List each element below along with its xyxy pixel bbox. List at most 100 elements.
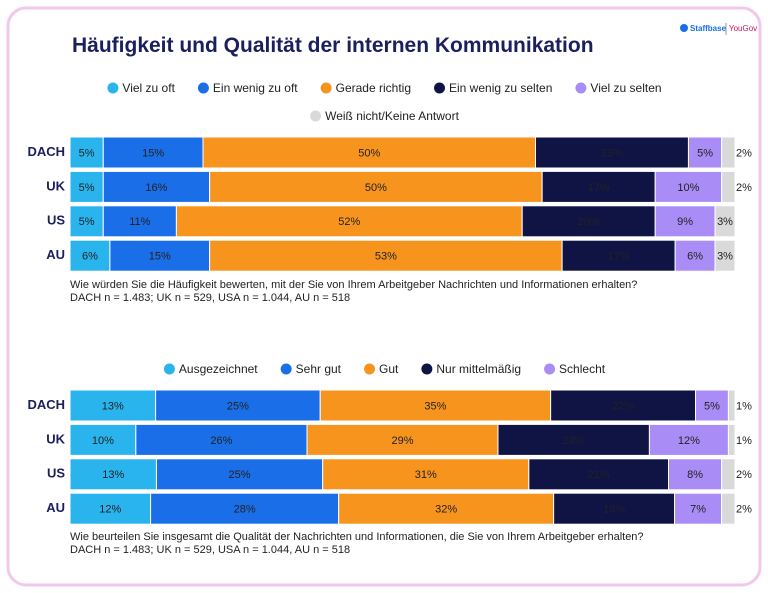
bar-segment [721, 458, 736, 491]
legend-label: Sehr gut [296, 362, 342, 376]
value-label: 10% [92, 435, 114, 447]
page-title: Häufigkeit und Qualität der internen Kom… [72, 34, 594, 57]
legend-marker [163, 363, 175, 375]
bar-segment [561, 239, 676, 272]
bar-segment [550, 389, 696, 422]
value-label: 23% [601, 147, 623, 159]
value-label: 15% [149, 251, 171, 263]
value-label: 50% [365, 182, 387, 194]
value-label: 25% [227, 400, 249, 412]
bar-segment [69, 389, 157, 422]
value-label: 8% [687, 469, 703, 481]
value-label: 12% [678, 435, 700, 447]
bar-segment [668, 458, 723, 491]
value-label: 26% [210, 435, 232, 447]
legend-label: Ausgezeichnet [179, 362, 258, 376]
bar-segment [69, 458, 157, 491]
bar-segment [150, 492, 340, 525]
category-label: US [47, 213, 65, 228]
value-label: 22% [612, 400, 634, 412]
value-label: 5% [79, 147, 95, 159]
value-label: 7% [690, 504, 706, 516]
value-label: 1% [736, 400, 752, 412]
bar-segment [69, 205, 104, 238]
bar-segment [69, 239, 111, 272]
bar-segment [727, 423, 736, 456]
value-label: 1% [736, 435, 752, 447]
bar-segment [69, 423, 137, 456]
legend-label: Weiß nicht/Keine Antwort [325, 109, 460, 123]
bar-segment [541, 170, 656, 203]
legend-label: Gerade richtig [336, 81, 411, 95]
bar-segment [721, 136, 736, 169]
note: DACH n = 1.483; UK n = 529, USA n = 1.04… [70, 292, 350, 304]
value-label: 6% [82, 251, 98, 263]
value-label: 3% [717, 216, 733, 228]
legend-label: Viel zu selten [590, 81, 661, 95]
value-label: 5% [697, 147, 713, 159]
legend-marker [280, 363, 292, 375]
bar-segment [319, 389, 552, 422]
value-label: 9% [677, 216, 693, 228]
value-label: 5% [704, 400, 720, 412]
value-label: 2% [736, 469, 752, 481]
value-label: 21% [588, 469, 610, 481]
logo-left: Staffbase [690, 24, 727, 33]
note: DACH n = 1.483; UK n = 529, USA n = 1.04… [70, 544, 350, 556]
legend-label: Ein wenig zu oft [213, 81, 298, 95]
bar-segment [202, 136, 536, 169]
value-label: 29% [391, 435, 413, 447]
value-label: 2% [736, 182, 752, 194]
legend-label: Viel zu oft [122, 81, 175, 95]
value-label: 32% [435, 504, 457, 516]
bar-segment [694, 389, 729, 422]
bar-segment [69, 492, 152, 525]
value-label: 50% [358, 147, 380, 159]
value-label: 15% [142, 147, 164, 159]
legend-marker [320, 82, 332, 94]
bar-segment [69, 170, 104, 203]
legend-marker [107, 82, 119, 94]
bar-segment [155, 389, 321, 422]
legend-label: Gut [379, 362, 399, 376]
bar-segment [714, 239, 736, 272]
legend-marker [310, 110, 322, 122]
legend-marker [544, 363, 556, 375]
bar-segment [338, 492, 555, 525]
legend-label: Ein wenig zu selten [449, 81, 552, 95]
value-label: 13% [102, 400, 124, 412]
bar-segment [654, 170, 723, 203]
bar-segment [69, 136, 104, 169]
note: Wie beurteilen Sie insgesamt die Qualitä… [70, 531, 644, 543]
value-label: 35% [424, 400, 446, 412]
logo-icon [680, 24, 688, 32]
value-label: 20% [578, 216, 600, 228]
bar-segment [109, 239, 211, 272]
bar-segment [727, 389, 736, 422]
legend-label: Nur mittelmäßig [436, 362, 521, 376]
value-label: 16% [145, 182, 167, 194]
category-label: US [47, 466, 65, 481]
logo-right: YouGov [729, 24, 757, 33]
bar-segment [135, 423, 308, 456]
value-label: 23% [563, 435, 585, 447]
bar-segment [721, 170, 736, 203]
value-label: 5% [79, 216, 95, 228]
value-label: 6% [687, 251, 703, 263]
value-label: 5% [79, 182, 95, 194]
value-label: 13% [102, 469, 124, 481]
bar-segment [102, 205, 177, 238]
value-label: 2% [736, 147, 752, 159]
bar-segment [155, 458, 324, 491]
category-label: AU [46, 247, 65, 262]
category-label: DACH [27, 397, 65, 412]
value-label: 28% [234, 504, 256, 516]
bar-segment [535, 136, 689, 169]
bar-segment [721, 492, 736, 525]
legend-marker [364, 363, 376, 375]
value-label: 12% [99, 504, 121, 516]
legend-label: Schlecht [559, 362, 606, 376]
legend-marker [575, 82, 587, 94]
value-label: 53% [375, 251, 397, 263]
